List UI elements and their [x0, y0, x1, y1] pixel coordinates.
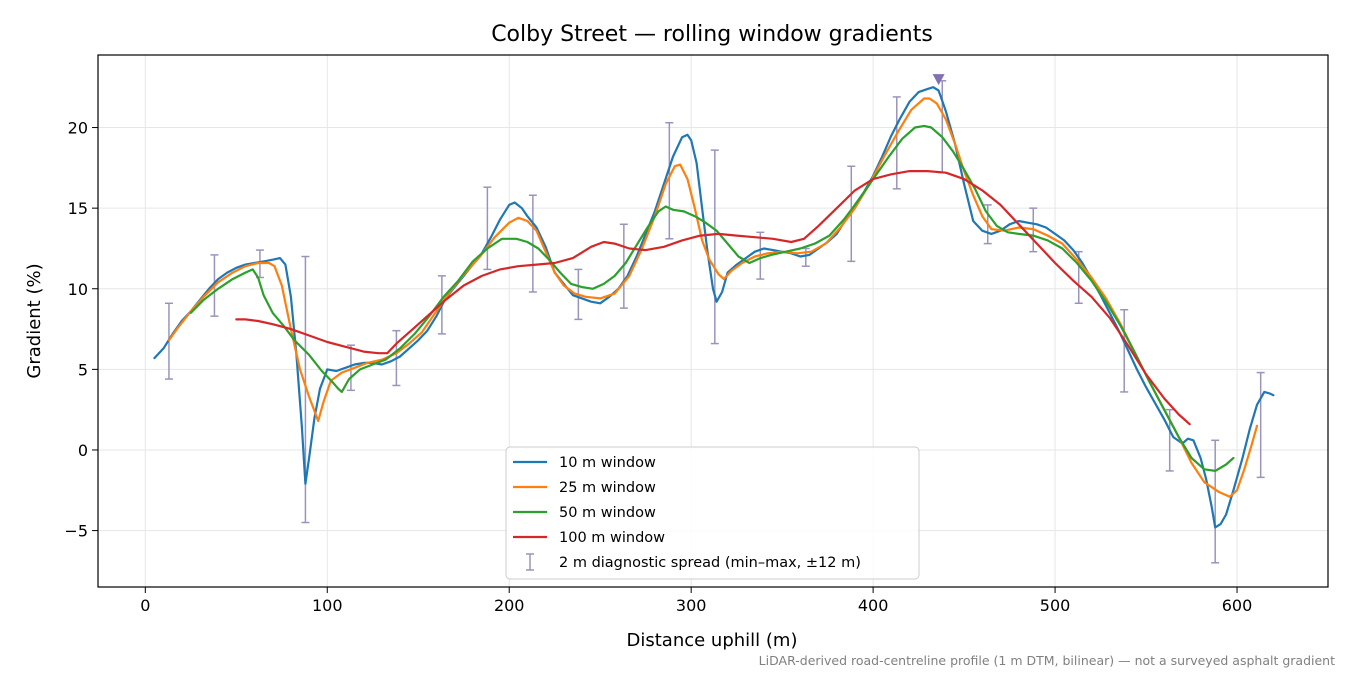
y-tick-label: −5: [64, 522, 88, 541]
legend-box: [505, 446, 920, 580]
legend-label: 2 m diagnostic spread (min–max, ±12 m): [559, 555, 861, 571]
x-tick-label: 200: [494, 596, 525, 615]
series-line: [235, 170, 1191, 426]
series-lines: [153, 86, 1275, 529]
x-axis-ticks: 0 100 200 300 400 500 600: [140, 587, 1252, 615]
peak-marker-group: [932, 74, 945, 86]
legend-entry: 50 m window: [513, 505, 656, 521]
spread-bar: [665, 121, 674, 240]
y-axis-ticks: −5 0 5 10 15 20: [64, 119, 98, 541]
y-tick-label: 20: [68, 119, 88, 138]
chart-caption: LiDAR-derived road-centreline profile (1…: [759, 653, 1335, 668]
y-axis-label: Gradient (%): [24, 263, 45, 378]
legend-entry: 100 m window: [513, 530, 665, 546]
legend-entry: 25 m window: [513, 480, 656, 496]
spread-bar: [483, 186, 492, 271]
spread-bar: [1256, 371, 1265, 479]
x-tick-label: 400: [858, 596, 889, 615]
legend-entry: 10 m window: [513, 455, 656, 471]
peak-marker: [932, 74, 945, 86]
spread-bar: [710, 149, 719, 345]
spread-bar: [346, 344, 355, 392]
x-tick-label: 300: [676, 596, 707, 615]
spread-bar: [1120, 308, 1129, 393]
chart-title: Colby Street — rolling window gradients: [491, 22, 933, 47]
x-tick-label: 0: [140, 596, 150, 615]
series-line: [189, 124, 1235, 472]
y-tick-label: 5: [78, 360, 88, 379]
legend-entry-spread: 2 m diagnostic spread (min–max, ±12 m): [526, 553, 861, 571]
y-tick-label: 0: [78, 441, 88, 460]
x-tick-label: 500: [1040, 596, 1071, 615]
series-line: [153, 86, 1275, 529]
spread-bar: [1211, 439, 1220, 564]
legend: 10 m window 25 m window 50 m window 100 m w…: [505, 446, 920, 580]
y-tick-label: 10: [68, 280, 88, 299]
x-tick-label: 100: [312, 596, 343, 615]
x-tick-label: 600: [1222, 596, 1253, 615]
series-line: [167, 97, 1259, 498]
legend-label: 50 m window: [559, 505, 656, 521]
legend-label: 25 m window: [559, 480, 656, 496]
legend-label: 10 m window: [559, 455, 656, 471]
plot-frame: [97, 54, 1329, 588]
x-axis-label: Distance uphill (m): [627, 630, 798, 651]
y-tick-label: 15: [68, 199, 88, 218]
spread-bar: [528, 194, 537, 293]
legend-label: 100 m window: [559, 530, 665, 546]
